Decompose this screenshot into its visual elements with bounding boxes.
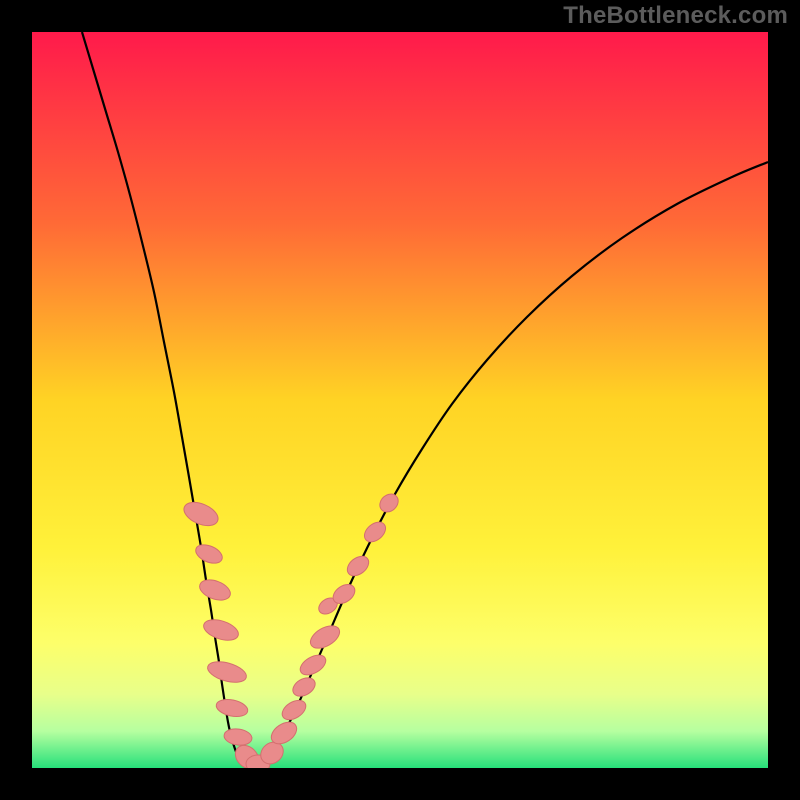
plot-area bbox=[32, 32, 768, 768]
gradient-background bbox=[32, 32, 768, 768]
watermark-text: TheBottleneck.com bbox=[563, 2, 788, 30]
outer-frame: TheBottleneck.com bbox=[0, 0, 800, 800]
chart-svg bbox=[32, 32, 768, 768]
